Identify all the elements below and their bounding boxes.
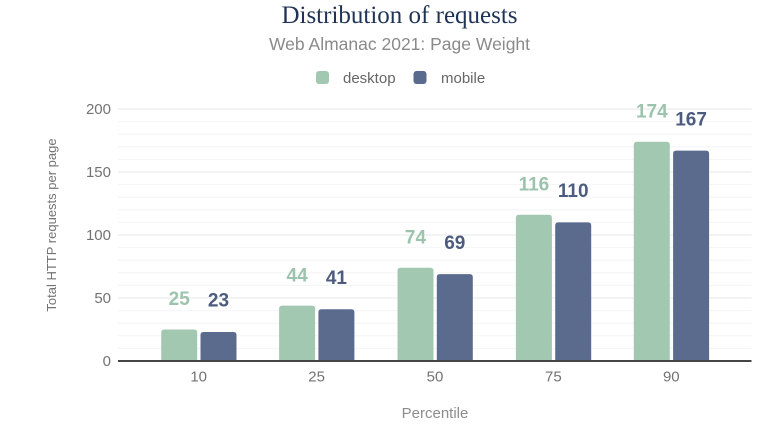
svg-text:mobile: mobile [441,70,485,87]
svg-text:Distribution of requests: Distribution of requests [281,2,517,29]
svg-text:74: 74 [405,228,427,249]
svg-text:25: 25 [169,289,191,310]
svg-text:10: 10 [190,369,207,386]
svg-text:167: 167 [675,109,707,130]
svg-text:75: 75 [545,369,562,386]
svg-text:Percentile: Percentile [402,405,469,422]
svg-text:150: 150 [86,164,111,181]
svg-text:41: 41 [326,268,348,289]
svg-text:69: 69 [444,233,465,254]
svg-text:Total HTTP requests per page: Total HTTP requests per page [44,138,59,311]
svg-text:Web Almanac 2021: Page Weight: Web Almanac 2021: Page Weight [269,34,530,54]
svg-text:23: 23 [208,291,229,312]
svg-text:25: 25 [308,369,325,386]
svg-text:desktop: desktop [343,70,396,87]
svg-text:50: 50 [427,369,444,386]
svg-text:200: 200 [86,101,111,118]
svg-text:100: 100 [86,227,111,244]
svg-text:90: 90 [663,369,680,386]
svg-text:50: 50 [94,290,111,307]
svg-text:0: 0 [103,353,111,370]
svg-text:44: 44 [287,265,309,286]
svg-text:174: 174 [636,102,668,123]
svg-text:110: 110 [558,181,589,202]
svg-text:116: 116 [519,175,550,196]
